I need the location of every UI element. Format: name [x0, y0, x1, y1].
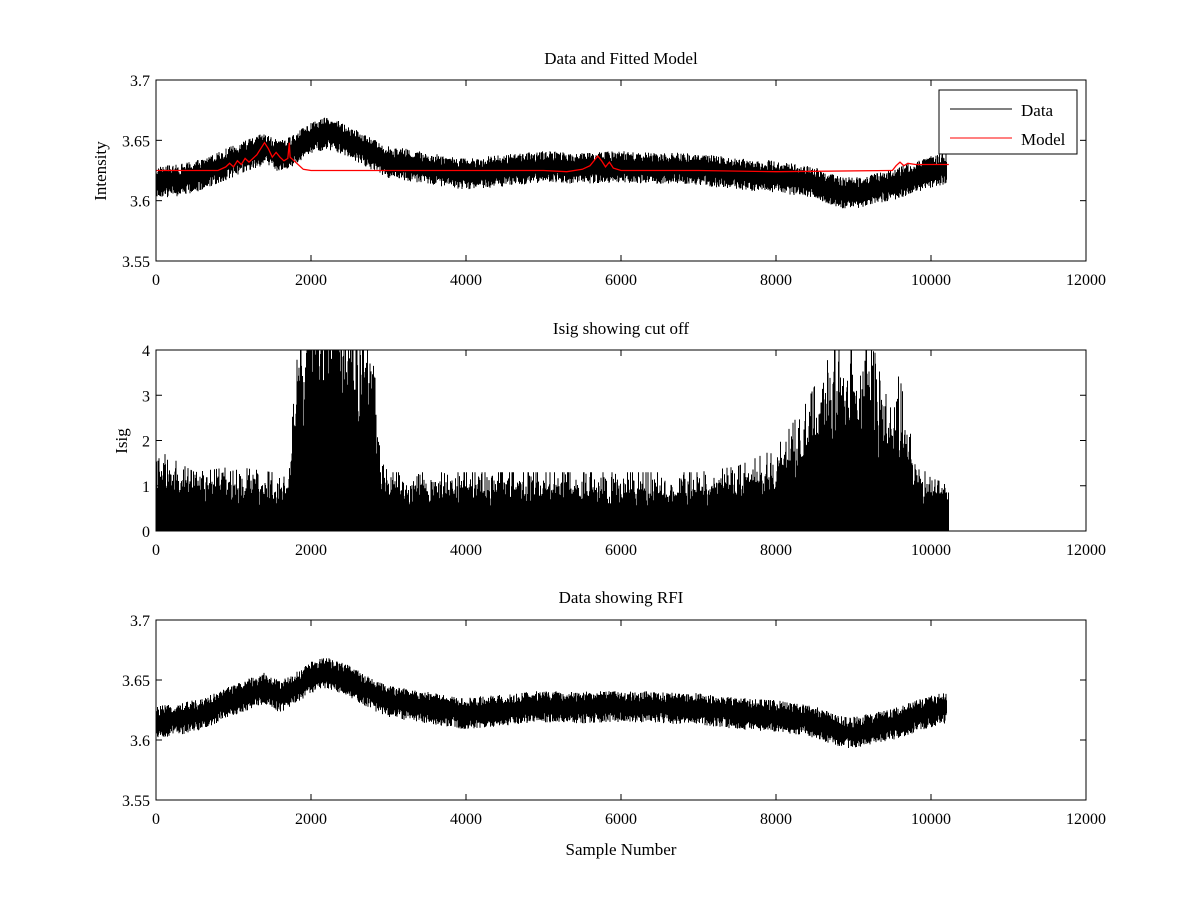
series-model-line — [156, 141, 949, 173]
panel-data-fitted-model: Data and Fitted Model Intensity 0 2000 400… — [91, 49, 1106, 289]
chart-title: Data and Fitted Model — [544, 49, 698, 68]
y-tick-label: 1 — [142, 479, 150, 496]
y-tick-label: 4 — [142, 343, 150, 360]
y-tick-label: 2 — [142, 434, 150, 451]
x-tick-label: 10000 — [911, 811, 951, 828]
panel-data-showing-rfi: Data showing RFI Sample Number 0 2000 4000… — [122, 588, 1106, 859]
x-tick-label: 4000 — [450, 272, 482, 289]
y-tick-label: 3.7 — [130, 73, 150, 90]
panel-isig-cut-off: Isig showing cut off Isig 0 2000 4000 6000 8… — [112, 319, 1106, 559]
chart-title: Isig showing cut off — [553, 319, 689, 338]
x-tick-label: 0 — [152, 272, 160, 289]
x-tick-label: 10000 — [911, 542, 951, 559]
legend-label-model: Model — [1021, 130, 1066, 149]
y-tick-label: 3 — [142, 388, 150, 405]
x-tick-label: 10000 — [911, 272, 951, 289]
y-tick-label: 3.65 — [122, 673, 150, 690]
y-axis-label: Intensity — [91, 141, 110, 201]
legend-frame — [938, 89, 1078, 155]
y-tick-label: 3.55 — [122, 793, 150, 810]
legend: Data Model — [938, 89, 1078, 155]
x-tick-label: 8000 — [760, 811, 792, 828]
chart-title: Data showing RFI — [559, 588, 684, 607]
x-tick-label: 12000 — [1066, 542, 1106, 559]
y-tick-label: 3.6 — [130, 733, 150, 750]
x-tick-label: 2000 — [295, 542, 327, 559]
y-tick-label: 3.7 — [130, 613, 150, 630]
x-tick-label: 6000 — [605, 272, 637, 289]
legend-label-data: Data — [1021, 101, 1054, 120]
y-tick-label: 0 — [142, 524, 150, 541]
x-tick-label: 6000 — [605, 811, 637, 828]
y-axis-label: Isig — [112, 428, 131, 454]
plot-area: 0 2000 4000 6000 8000 10000 12000 3.55 3.6 3.65 3.… — [122, 613, 1106, 828]
x-tick-label: 0 — [152, 811, 160, 828]
x-axis-label: Sample Number — [566, 840, 677, 859]
y-tick-label: 3.65 — [122, 133, 150, 150]
x-tick-label: 4000 — [450, 542, 482, 559]
x-tick-label: 4000 — [450, 811, 482, 828]
x-tick-label: 2000 — [295, 272, 327, 289]
plot-area: 0 2000 4000 6000 8000 10000 12000 0 1 2 3 4 — [142, 343, 1106, 559]
x-tick-label: 8000 — [760, 272, 792, 289]
x-tick-label: 0 — [152, 542, 160, 559]
x-tick-label: 6000 — [605, 542, 637, 559]
x-tick-label: 8000 — [760, 542, 792, 559]
plot-area: 0 2000 4000 6000 8000 10000 12000 3.55 3.6 3.65 3.… — [122, 73, 1106, 289]
x-tick-label: 2000 — [295, 811, 327, 828]
x-tick-label: 12000 — [1066, 811, 1106, 828]
x-tick-label: 12000 — [1066, 272, 1106, 289]
y-tick-label: 3.6 — [130, 194, 150, 211]
y-tick-label: 3.55 — [122, 254, 150, 271]
